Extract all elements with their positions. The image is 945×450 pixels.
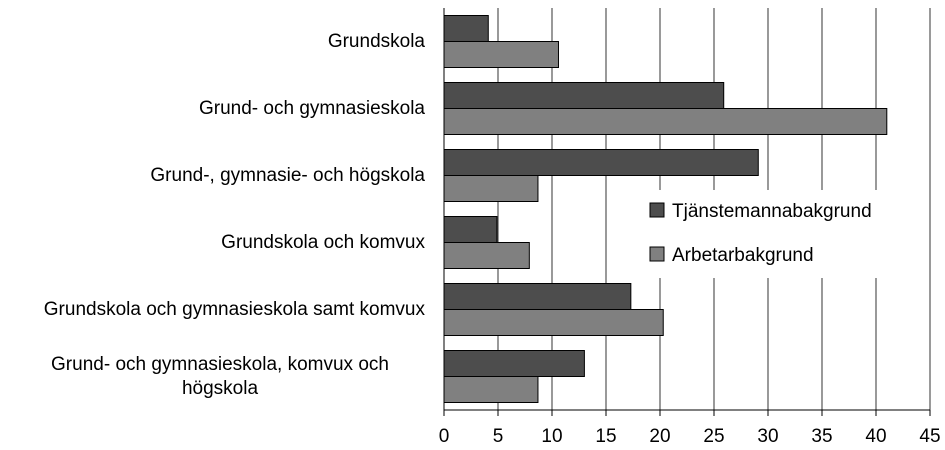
x-tick-label: 30 — [757, 426, 778, 447]
category-label-box: Grundskola — [0, 12, 425, 72]
x-tick-label: 40 — [865, 426, 886, 447]
x-tick-label: 25 — [703, 426, 724, 447]
bar — [443, 309, 664, 336]
x-tick-label: 0 — [439, 426, 450, 447]
category-label-box: Grund- och gymnasieskola — [0, 79, 425, 139]
y-tick-label: Grundskola och gymnasieskola samt komvux — [43, 298, 425, 320]
bar — [443, 242, 530, 269]
bar — [443, 108, 888, 135]
category-label-box: Grund-, gymnasie- och högskola — [0, 146, 425, 206]
y-tick-label: Grund- och gymnasieskola — [199, 97, 425, 119]
x-tick-label: 45 — [919, 426, 940, 447]
y-tick-label: Grund-, gymnasie- och högskola — [150, 164, 425, 186]
bar — [443, 82, 725, 109]
bar — [443, 216, 498, 243]
bar — [443, 15, 489, 42]
bar — [443, 175, 539, 202]
bar — [443, 41, 559, 68]
bar — [443, 283, 632, 310]
x-tick-label: 35 — [811, 426, 832, 447]
legend-label: Tjänstemannabakgrund — [672, 201, 872, 222]
x-tick-label: 10 — [541, 426, 562, 447]
category-label-box: Grund- och gymnasieskola, komvux och hög… — [0, 347, 425, 407]
x-tick-label: 15 — [595, 426, 616, 447]
bar — [443, 149, 759, 176]
legend-swatch — [649, 246, 665, 262]
legend-box — [640, 190, 925, 278]
y-tick-label: Grundskola — [327, 30, 425, 52]
y-tick-label: Grund- och gymnasieskola, komvux och hög… — [51, 353, 389, 399]
bar — [443, 376, 539, 403]
legend-label: Arbetarbakgrund — [672, 245, 814, 266]
x-tick-label: 5 — [493, 426, 504, 447]
category-label-box: Grundskola och komvux — [0, 213, 425, 273]
category-label-box: Grundskola och gymnasieskola samt komvux — [0, 280, 425, 340]
y-tick-label: Grundskola och komvux — [221, 231, 425, 253]
x-tick-label: 20 — [649, 426, 670, 447]
legend-swatch — [649, 202, 665, 218]
bar — [443, 350, 585, 377]
